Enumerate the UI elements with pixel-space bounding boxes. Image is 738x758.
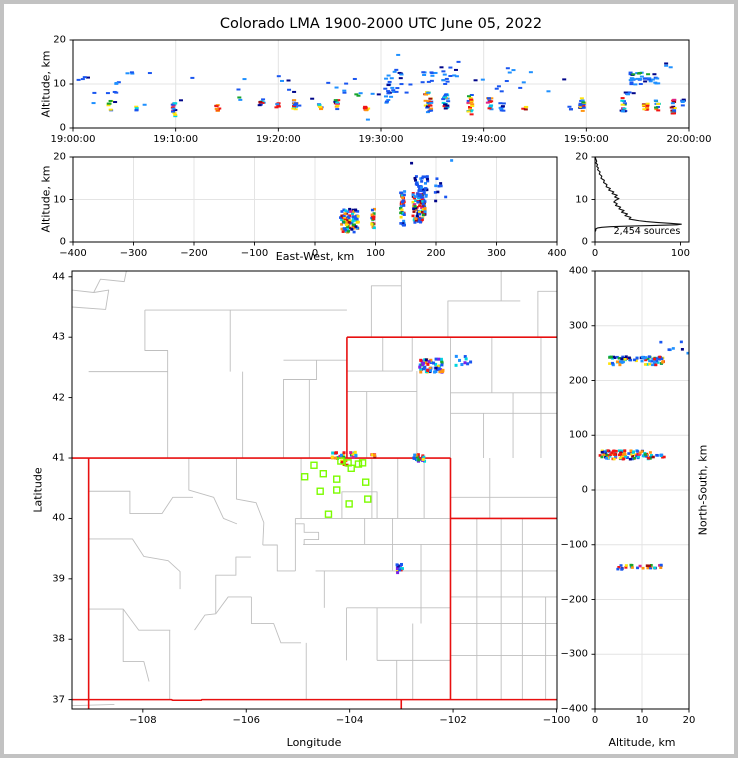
plan_map-ytick-label: 38 bbox=[52, 633, 65, 645]
lma-station-marker bbox=[364, 495, 372, 503]
alt_histogram-data-layer bbox=[595, 157, 682, 233]
ns_height-ytick-label: 300 bbox=[568, 320, 588, 332]
ew-panel-xlabel: East-West, km bbox=[275, 250, 355, 263]
plan_map-ytick-label: 44 bbox=[52, 271, 65, 283]
plan_map-ytick-label: 41 bbox=[52, 452, 65, 464]
map-xlabel: Longitude bbox=[286, 736, 342, 749]
ew_height-data-layer bbox=[339, 159, 454, 234]
lma-station-marker bbox=[358, 459, 367, 467]
ew_height-xtick-label: −200 bbox=[180, 248, 208, 259]
lma-station-marker bbox=[347, 464, 355, 472]
map-ylabel: Latitude bbox=[31, 467, 45, 513]
plan_map-ytick-label: 40 bbox=[52, 512, 65, 524]
ew_height-xtick-label: 400 bbox=[547, 248, 567, 259]
lma-station-marker bbox=[316, 487, 324, 495]
plan_map-ytick-label: 37 bbox=[52, 694, 65, 706]
plan_map-xtick-label: −104 bbox=[335, 715, 364, 726]
time_height-ytick-label: 20 bbox=[53, 34, 66, 46]
ns_height-ytick-label: −100 bbox=[560, 539, 588, 551]
time_height-xtick-label: 19:20:00 bbox=[255, 134, 301, 145]
ew_height-xtick-label: −400 bbox=[59, 248, 87, 259]
ns_height-xtick-label: 0 bbox=[591, 715, 599, 726]
lma-station-marker bbox=[333, 475, 341, 483]
ns-panel-ylabel: North-South, km bbox=[696, 444, 710, 536]
ns_height-ytick-label: −400 bbox=[560, 703, 588, 715]
plan_map-xtick-label: −108 bbox=[129, 715, 157, 726]
plan_map-xtick-label: −102 bbox=[439, 715, 467, 726]
time_height-ytick-label: 0 bbox=[59, 122, 66, 134]
ns_height-ytick-label: −200 bbox=[560, 594, 588, 605]
ew_height-xtick-label: 100 bbox=[365, 248, 386, 259]
time_height-xtick-label: 19:30:00 bbox=[358, 134, 404, 145]
plan_map-ytick-label: 39 bbox=[52, 573, 65, 585]
time_height-xtick-label: 19:00:00 bbox=[50, 134, 96, 145]
ns_height-ytick-label: 400 bbox=[568, 265, 588, 277]
histogram-annotation: 2,454 sources bbox=[613, 226, 681, 237]
ew_height-ytick-label: 10 bbox=[53, 194, 66, 205]
ew_height-xtick-label: 300 bbox=[486, 248, 507, 259]
time_height-xtick-label: 20:00:00 bbox=[666, 134, 712, 145]
lma-station-marker bbox=[354, 460, 363, 468]
alt_histogram-ytick-label: 0 bbox=[581, 236, 588, 248]
lma-station-marker bbox=[310, 461, 318, 469]
alt_histogram-xtick-label: 0 bbox=[591, 248, 599, 259]
ew_height-ytick-label: 0 bbox=[59, 236, 66, 248]
ns_height-ytick-label: 200 bbox=[568, 375, 588, 386]
ew_height-xtick-label: 0 bbox=[311, 248, 319, 259]
lma-station-marker bbox=[361, 478, 370, 486]
plan_map-ytick-label: 42 bbox=[52, 392, 65, 404]
source-density-profile bbox=[595, 157, 682, 233]
ns_height-xtick-label: 10 bbox=[635, 715, 649, 726]
time_height-xtick-label: 19:50:00 bbox=[563, 134, 609, 145]
ns-panel-xlabel: Altitude, km bbox=[608, 736, 676, 749]
lma-station-marker bbox=[324, 510, 333, 518]
time_height-xtick-label: 19:10:00 bbox=[153, 134, 199, 145]
lma-station-marker bbox=[300, 473, 309, 481]
ns_height-ytick-label: 100 bbox=[568, 429, 588, 441]
alt_histogram-xtick-label: 100 bbox=[670, 248, 690, 259]
ew_height-xtick-label: 200 bbox=[426, 248, 446, 259]
ew_height-xtick-label: −100 bbox=[240, 248, 269, 259]
alt_histogram-ytick-label: 20 bbox=[575, 151, 588, 163]
time_height-xtick-label: 19:40:00 bbox=[461, 134, 507, 145]
plan_map-xtick-label: −106 bbox=[232, 715, 260, 726]
ns_height-data-layer bbox=[598, 340, 689, 571]
time_height-data-layer bbox=[76, 53, 686, 121]
plan_map-ytick-label: 43 bbox=[52, 331, 65, 343]
lma-station-marker bbox=[333, 486, 341, 494]
alt_histogram-ytick-label: 10 bbox=[575, 194, 588, 205]
figure-title: Colorado LMA 1900-2000 UTC June 05, 2022 bbox=[219, 16, 543, 32]
figure-canvas: Colorado LMA 1900-2000 UTC June 05, 2022… bbox=[4, 4, 734, 754]
plot-graphics bbox=[68, 39, 690, 713]
ns_height-ytick-label: −300 bbox=[560, 648, 588, 660]
time_height-ytick-label: 10 bbox=[53, 78, 66, 90]
lma-station-marker bbox=[345, 500, 353, 508]
plan_map-xtick-label: −100 bbox=[542, 715, 571, 726]
ns_height-ytick-label: 0 bbox=[581, 484, 588, 496]
lma-station-marker bbox=[319, 470, 327, 478]
lma-station-marker bbox=[337, 457, 345, 465]
ew_height-xtick-label: −300 bbox=[119, 248, 148, 259]
plan_map-data-layer bbox=[72, 271, 557, 709]
ew_height-ytick-label: 20 bbox=[53, 151, 66, 163]
ns_height-xtick-label: 20 bbox=[682, 715, 696, 726]
